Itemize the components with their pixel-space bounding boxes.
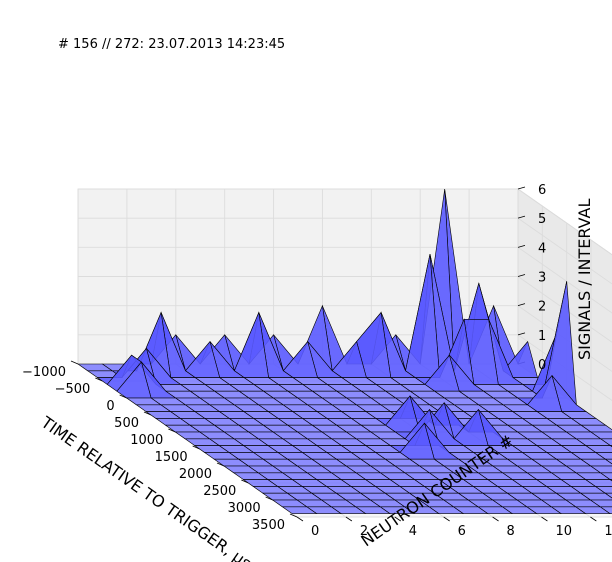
z-tick-label: 4 [538,241,546,256]
y-tick-label: 4 [409,524,417,539]
x-tick-label: −1000 [22,365,66,380]
x-tick-label: 0 [106,399,114,414]
y-tick [345,516,353,522]
x-tick-label: −500 [55,382,91,397]
z-tick [517,303,526,307]
z-tick-label: 0 [538,358,546,373]
x-tick-label: 3500 [252,518,285,533]
x-tick [289,513,298,518]
z-tick [517,274,526,277]
y-tick [541,516,548,522]
z-tick-label: 2 [538,300,546,315]
y-tick-label: 8 [507,524,515,539]
z-tick-label: 5 [538,212,546,227]
y-tick-label: 10 [555,524,572,539]
chart-title: # 156 // 272: 23.07.2013 14:23:45 [58,37,285,52]
x-tick [70,360,79,365]
surface-patch [281,506,318,514]
y-tick [394,516,401,522]
z-tick [517,244,526,248]
z-tick-label: 1 [538,329,546,344]
x-tick-label: 1000 [130,433,163,448]
x-tick-label: 1500 [155,450,188,465]
z-tick [517,215,526,219]
y-tick-label: 2 [360,524,368,539]
y-tick-label: 6 [458,524,466,539]
surface-plot [77,188,612,514]
y-tick [590,516,597,522]
z-tick-label: 3 [538,271,546,286]
z-tick [517,332,526,336]
y-tick-label: 0 [311,524,319,539]
x-tick-label: 500 [114,416,139,431]
grid-line-z [78,305,612,372]
x-tick-label: 2500 [203,484,236,499]
x-tick-label: 3000 [228,501,261,516]
z-tick [517,186,526,190]
y-tick [492,516,499,522]
x-tick-label: 2000 [179,467,212,482]
z-axis-label: SIGNALS / INTERVAL [575,199,594,361]
grid-line-z [78,217,612,285]
y-tick [296,516,304,522]
z-tick-label: 6 [538,183,546,198]
y-tick-label: 12 [604,524,612,539]
y-tick [443,516,450,522]
